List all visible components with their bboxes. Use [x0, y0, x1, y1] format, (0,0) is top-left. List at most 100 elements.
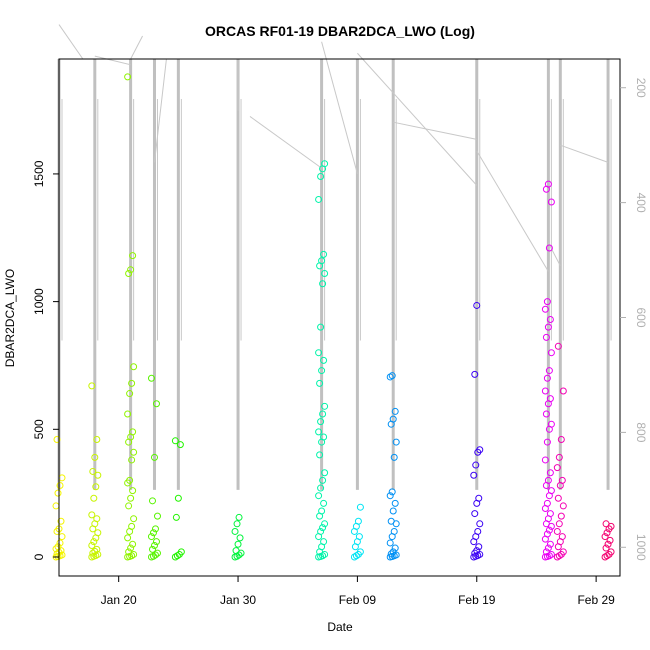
data-point — [390, 527, 398, 535]
data-point — [471, 370, 479, 378]
data-point — [151, 525, 159, 533]
pressure-trace-layer — [57, 24, 612, 490]
data-point — [171, 437, 179, 445]
data-point — [125, 270, 133, 278]
data-point — [545, 244, 553, 252]
data-point — [546, 315, 554, 323]
x-axis-label: Date — [327, 620, 353, 634]
data-point — [93, 545, 101, 553]
data-point — [317, 172, 325, 180]
data-point — [391, 407, 399, 415]
data-point — [542, 548, 550, 556]
data-point — [541, 456, 549, 464]
transit-trace — [393, 121, 477, 140]
data-point — [148, 545, 156, 553]
data-point — [559, 502, 567, 510]
data-point — [386, 373, 394, 381]
data-point — [557, 436, 565, 444]
data-point — [129, 252, 137, 260]
data-point — [124, 73, 132, 81]
data-point — [128, 522, 136, 530]
data-point — [315, 428, 323, 436]
y-tick-label: 0 — [32, 553, 46, 560]
data-point — [319, 280, 327, 288]
data-point — [172, 513, 180, 521]
flight-series — [541, 180, 555, 561]
data-point — [541, 387, 549, 395]
data-point — [476, 446, 484, 454]
data-point — [153, 549, 161, 557]
flight-series — [147, 374, 161, 561]
data-point — [94, 529, 102, 537]
data-point — [94, 471, 102, 479]
y-axis: 0 500 1000 1500 — [32, 160, 59, 560]
transit-trace — [58, 24, 84, 60]
data-point — [315, 349, 323, 357]
data-point — [148, 497, 156, 505]
plot-area-border — [58, 58, 621, 577]
data-point — [543, 530, 551, 538]
data-point — [541, 305, 549, 313]
data-point — [90, 538, 98, 546]
data-point — [545, 526, 553, 534]
data-point — [543, 298, 551, 306]
data-point — [236, 534, 244, 542]
data-point — [93, 436, 101, 444]
data-point — [88, 542, 96, 550]
data-point — [174, 494, 182, 502]
data-point — [547, 349, 555, 357]
data-point — [126, 390, 134, 398]
data-point — [315, 492, 323, 500]
data-point — [389, 507, 397, 515]
data-point — [321, 160, 329, 168]
data-point — [391, 544, 399, 552]
data-point — [602, 544, 610, 552]
data-point — [543, 374, 551, 382]
data-point — [318, 507, 326, 515]
data-point — [319, 410, 327, 418]
data-point — [387, 517, 395, 525]
data-point — [130, 448, 138, 456]
data-point — [546, 510, 554, 518]
data-point — [320, 499, 328, 507]
data-point — [92, 483, 100, 491]
data-point — [318, 257, 326, 265]
data-point — [177, 548, 185, 556]
data-point — [128, 379, 136, 387]
data-point — [127, 544, 135, 552]
data-point — [542, 333, 550, 341]
data-point — [356, 548, 364, 556]
data-point — [602, 520, 610, 528]
data-point — [321, 402, 329, 410]
data-point — [352, 552, 360, 560]
flight-series — [171, 437, 185, 561]
data-point — [386, 492, 394, 500]
data-point — [152, 400, 160, 408]
x-tick-label: Feb 09 — [339, 593, 377, 607]
flight-series — [315, 160, 329, 561]
data-point — [555, 520, 563, 528]
data-point — [233, 520, 241, 528]
data-point — [320, 250, 328, 258]
data-point — [90, 494, 98, 502]
data-point — [557, 512, 565, 520]
flight-series — [124, 73, 138, 561]
x-tick-label: Jan 30 — [220, 593, 256, 607]
data-point — [89, 467, 97, 475]
data-point — [147, 374, 155, 382]
data-point — [392, 438, 400, 446]
data-point — [317, 527, 325, 535]
data-point — [125, 502, 133, 510]
x-tick-label: Jan 20 — [101, 593, 137, 607]
x-tick-label: Feb 29 — [577, 593, 615, 607]
flight-series — [88, 382, 102, 561]
flight-series — [350, 503, 364, 561]
data-point — [321, 469, 329, 477]
y2-tick-label: 400 — [634, 193, 648, 213]
data-point — [547, 420, 555, 428]
data-point — [129, 428, 137, 436]
flight-series — [601, 520, 615, 561]
data-point — [176, 441, 184, 449]
data-point — [57, 517, 65, 525]
data-point — [93, 515, 101, 523]
